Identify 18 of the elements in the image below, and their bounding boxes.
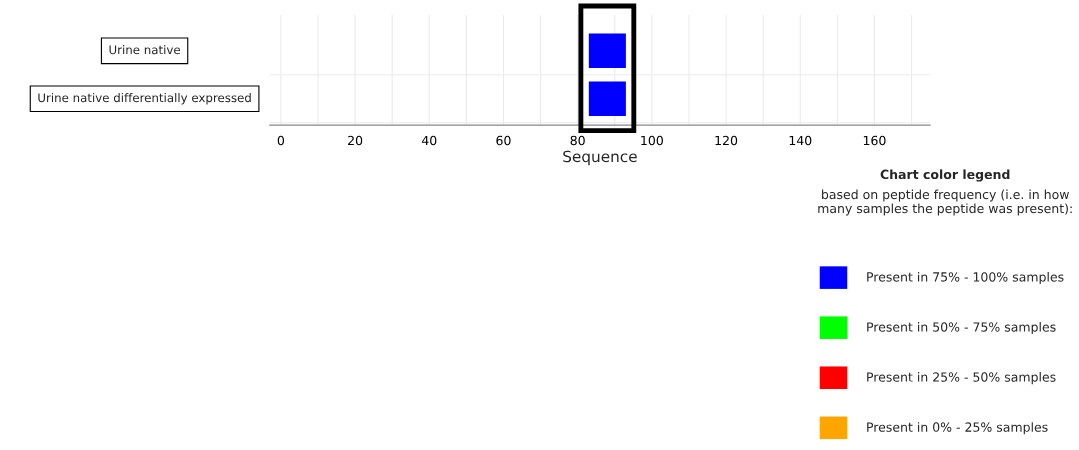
x-tick-label: 0 (277, 135, 285, 146)
x-tick-label: 120 (715, 135, 738, 146)
y-tick-label: Urine native (109, 45, 181, 55)
legend-label: Present in 50% - 75% samples (867, 322, 1056, 335)
legend-label: Present in 25% - 50% samples (867, 372, 1056, 385)
x-tick-label: 140 (789, 135, 812, 146)
y-tick-label: Urine native differentially expressed (38, 93, 251, 105)
legend-label: Present in 0% - 25% samples (867, 422, 1048, 435)
x-tick-label: 80 (570, 135, 585, 146)
legend-label: Present in 75% - 100% samples (867, 271, 1064, 285)
x-tick-label: 40 (421, 135, 437, 146)
x-tick-label: 60 (496, 135, 511, 146)
x-axis-title: Sequence (563, 150, 637, 166)
text: based on peptide frequency (i.e. in how many samples the peptide was present): (818, 189, 1072, 216)
x-tick-label: 20 (348, 135, 363, 146)
x-tick-label: 100 (641, 135, 663, 146)
x-tick-label: 160 (863, 135, 886, 146)
legend-title: Chart color legend (880, 169, 1010, 182)
